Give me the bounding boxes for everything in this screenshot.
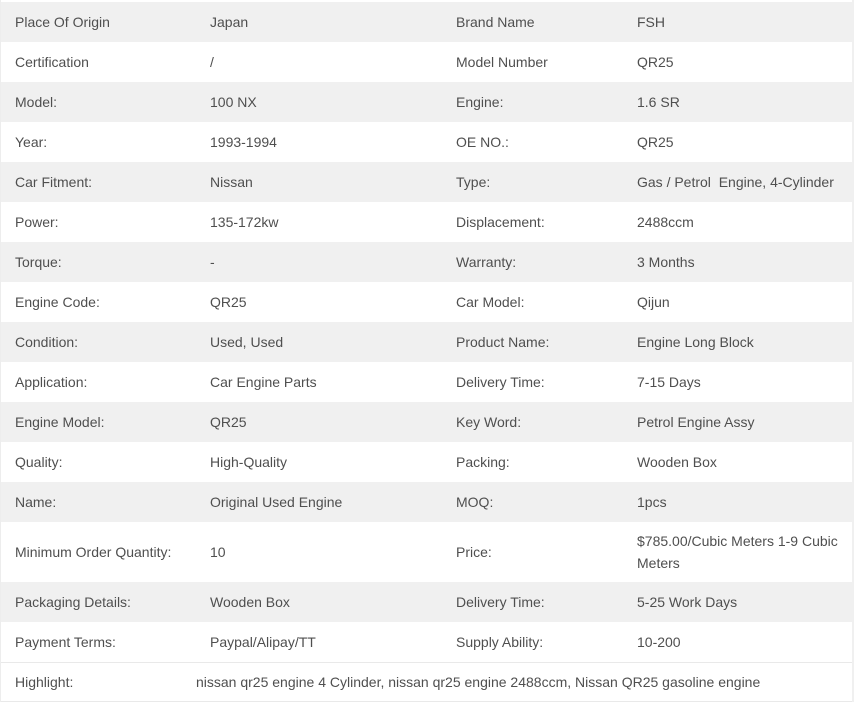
spec-label: Certification bbox=[15, 54, 89, 70]
spec-row: Condition: Used, Used Product Name: Engi… bbox=[1, 322, 852, 362]
spec-value: Car Engine Parts bbox=[210, 374, 317, 390]
spec-row: Certification / Model Number QR25 bbox=[1, 42, 852, 82]
spec-value: 100 NX bbox=[210, 94, 257, 110]
spec-label: Application: bbox=[15, 374, 88, 390]
spec-value: 10 bbox=[210, 544, 226, 560]
spec-label: Supply Ability: bbox=[456, 634, 544, 650]
spec-value: Nissan bbox=[210, 174, 253, 190]
spec-label: Year: bbox=[15, 134, 48, 150]
spec-label: Place Of Origin bbox=[15, 14, 110, 30]
spec-label: Name: bbox=[15, 494, 57, 510]
spec-row: Name: Original Used Engine MOQ: 1pcs bbox=[1, 482, 852, 522]
spec-row: Place Of Origin Japan Brand Name FSH bbox=[1, 2, 852, 42]
spec-label: Minimum Order Quantity: bbox=[15, 544, 172, 560]
spec-value: Paypal/Alipay/TT bbox=[210, 634, 316, 650]
spec-value: 10-200 bbox=[637, 634, 681, 650]
spec-label: Key Word: bbox=[456, 414, 522, 430]
spec-value: Japan bbox=[210, 14, 249, 30]
spec-row: Model: 100 NX Engine: 1.6 SR bbox=[1, 82, 852, 122]
spec-label: Condition: bbox=[15, 334, 79, 350]
spec-row: Torque: - Warranty: 3 Months bbox=[1, 242, 852, 282]
spec-value: / bbox=[210, 54, 214, 70]
spec-value: 3 Months bbox=[637, 254, 695, 270]
spec-row: Year: 1993-1994 OE NO.: QR25 bbox=[1, 122, 852, 162]
spec-row-highlight: Highlight: nissan qr25 engine 4 Cylinder… bbox=[1, 662, 852, 702]
spec-row: Packaging Details: Wooden Box Delivery T… bbox=[1, 582, 852, 622]
spec-value: 2488ccm bbox=[637, 214, 694, 230]
spec-label: Engine: bbox=[456, 94, 504, 110]
spec-label: Highlight: bbox=[15, 674, 74, 690]
spec-label: Type: bbox=[456, 174, 491, 190]
spec-value: Qijun bbox=[637, 294, 670, 310]
spec-label: Car Fitment: bbox=[15, 174, 93, 190]
spec-row: Quality: High-Quality Packing: Wooden Bo… bbox=[1, 442, 852, 482]
spec-label: MOQ: bbox=[456, 494, 494, 510]
spec-value: 1993-1994 bbox=[210, 134, 277, 150]
spec-value: nissan qr25 engine 4 Cylinder, nissan qr… bbox=[196, 674, 761, 690]
spec-value: 1pcs bbox=[637, 494, 667, 510]
spec-label: Brand Name bbox=[456, 14, 535, 30]
spec-value: $785.00/Cubic Meters 1-9 Cubic Meters bbox=[637, 533, 842, 571]
spec-label: Payment Terms: bbox=[15, 634, 116, 650]
spec-label: Packing: bbox=[456, 454, 510, 470]
spec-label: Warranty: bbox=[456, 254, 517, 270]
spec-value: Used, Used bbox=[210, 334, 284, 350]
spec-value: 5-25 Work Days bbox=[637, 594, 738, 610]
spec-row: Payment Terms: Paypal/Alipay/TT Supply A… bbox=[1, 622, 852, 662]
spec-label: Power: bbox=[15, 214, 59, 230]
spec-value: 7-15 Days bbox=[637, 374, 701, 390]
spec-value: Wooden Box bbox=[637, 454, 717, 470]
spec-label: Model: bbox=[15, 94, 58, 110]
spec-row: Car Fitment: Nissan Type: Gas / Petrol E… bbox=[1, 162, 852, 202]
spec-label: Product Name: bbox=[456, 334, 550, 350]
spec-value: 1.6 SR bbox=[637, 94, 680, 110]
spec-value: High-Quality bbox=[210, 454, 288, 470]
spec-label: Packaging Details: bbox=[15, 594, 131, 610]
spec-label: Torque: bbox=[15, 254, 62, 270]
spec-label: Engine Model: bbox=[15, 414, 105, 430]
spec-value: - bbox=[210, 254, 215, 270]
spec-value: QR25 bbox=[637, 54, 674, 70]
spec-row: Application: Car Engine Parts Delivery T… bbox=[1, 362, 852, 402]
spec-label: OE NO.: bbox=[456, 134, 509, 150]
spec-value: 135-172kw bbox=[210, 214, 279, 230]
spec-value: FSH bbox=[637, 14, 665, 30]
spec-label: Displacement: bbox=[456, 214, 545, 230]
spec-label: Delivery Time: bbox=[456, 374, 545, 390]
spec-label: Car Model: bbox=[456, 294, 525, 310]
spec-label: Delivery Time: bbox=[456, 594, 545, 610]
spec-label: Model Number bbox=[456, 54, 548, 70]
spec-value: Gas / Petrol Engine, 4-Cylinder bbox=[637, 174, 834, 190]
spec-row: Engine Model: QR25 Key Word: Petrol Engi… bbox=[1, 402, 852, 442]
spec-label: Engine Code: bbox=[15, 294, 100, 310]
spec-label: Quality: bbox=[15, 454, 63, 470]
spec-value: Original Used Engine bbox=[210, 494, 343, 510]
spec-value: Petrol Engine Assy bbox=[637, 414, 755, 430]
spec-row: Minimum Order Quantity: 10 Price: $785.0… bbox=[1, 522, 852, 582]
spec-label: Price: bbox=[456, 544, 492, 560]
spec-row: Engine Code: QR25 Car Model: Qijun bbox=[1, 282, 852, 322]
spec-value: Wooden Box bbox=[210, 594, 290, 610]
spec-value: QR25 bbox=[210, 414, 247, 430]
spec-value: Engine Long Block bbox=[637, 334, 754, 350]
spec-value: QR25 bbox=[210, 294, 247, 310]
spec-row: Power: 135-172kw Displacement: 2488ccm bbox=[1, 202, 852, 242]
spec-value: QR25 bbox=[637, 134, 674, 150]
